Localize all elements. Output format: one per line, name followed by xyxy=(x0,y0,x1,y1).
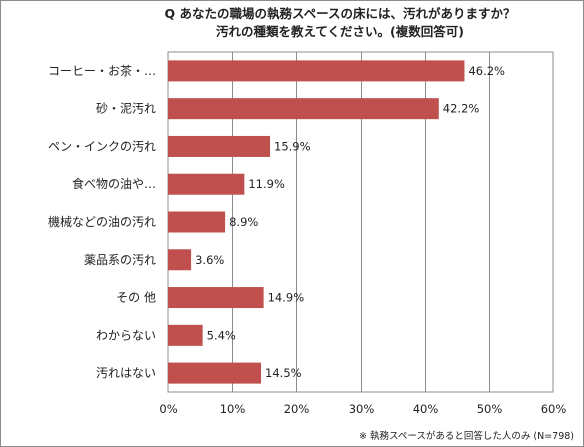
bar xyxy=(168,249,192,271)
value-label: 14.5% xyxy=(265,366,302,380)
x-tick-label: 40% xyxy=(413,402,439,416)
chart-title-line-1: Q あなたの職場の執務スペースの床には、汚れがありますか？ xyxy=(164,6,516,21)
value-label: 15.9% xyxy=(274,139,311,153)
value-label: 42.2% xyxy=(443,102,480,116)
bar xyxy=(168,98,439,120)
x-tick-label: 10% xyxy=(220,402,246,416)
chart-footnote: ※ 執務スペースがあると回答した人のみ (N=798) xyxy=(359,431,574,442)
bar xyxy=(168,362,262,384)
value-label: 5.4% xyxy=(207,328,236,342)
bar xyxy=(168,287,264,309)
x-tick-label: 60% xyxy=(541,402,567,416)
value-label: 14.9% xyxy=(268,291,305,305)
category-label: わからない xyxy=(96,328,156,342)
category-label: ペン・インクの汚れ xyxy=(48,139,156,153)
x-tick-label: 20% xyxy=(284,402,310,416)
x-tick-label: 0% xyxy=(159,402,177,416)
value-label: 46.2% xyxy=(468,64,505,78)
category-label: 薬品系の汚れ xyxy=(84,253,156,267)
x-tick-label: 30% xyxy=(349,402,375,416)
category-label: 機械などの油の汚れ xyxy=(48,214,156,229)
bar xyxy=(168,60,465,82)
bar xyxy=(168,324,203,346)
chart-title-line-2: 汚れの種類を教えてください。(複数回答可) xyxy=(216,24,464,39)
category-label: 食べ物の油や… xyxy=(72,176,156,191)
value-label: 11.9% xyxy=(248,177,285,191)
value-label: 8.9% xyxy=(229,215,258,229)
category-label: 汚れはない xyxy=(96,366,156,380)
category-label: その 他 xyxy=(116,291,156,305)
category-label: コーヒー・お茶・… xyxy=(48,63,156,78)
x-tick-label: 50% xyxy=(477,402,503,416)
bar xyxy=(168,173,245,195)
bar xyxy=(168,135,271,157)
category-label: 砂・泥汚れ xyxy=(96,102,156,116)
bar xyxy=(168,211,226,233)
value-label: 3.6% xyxy=(195,253,224,267)
